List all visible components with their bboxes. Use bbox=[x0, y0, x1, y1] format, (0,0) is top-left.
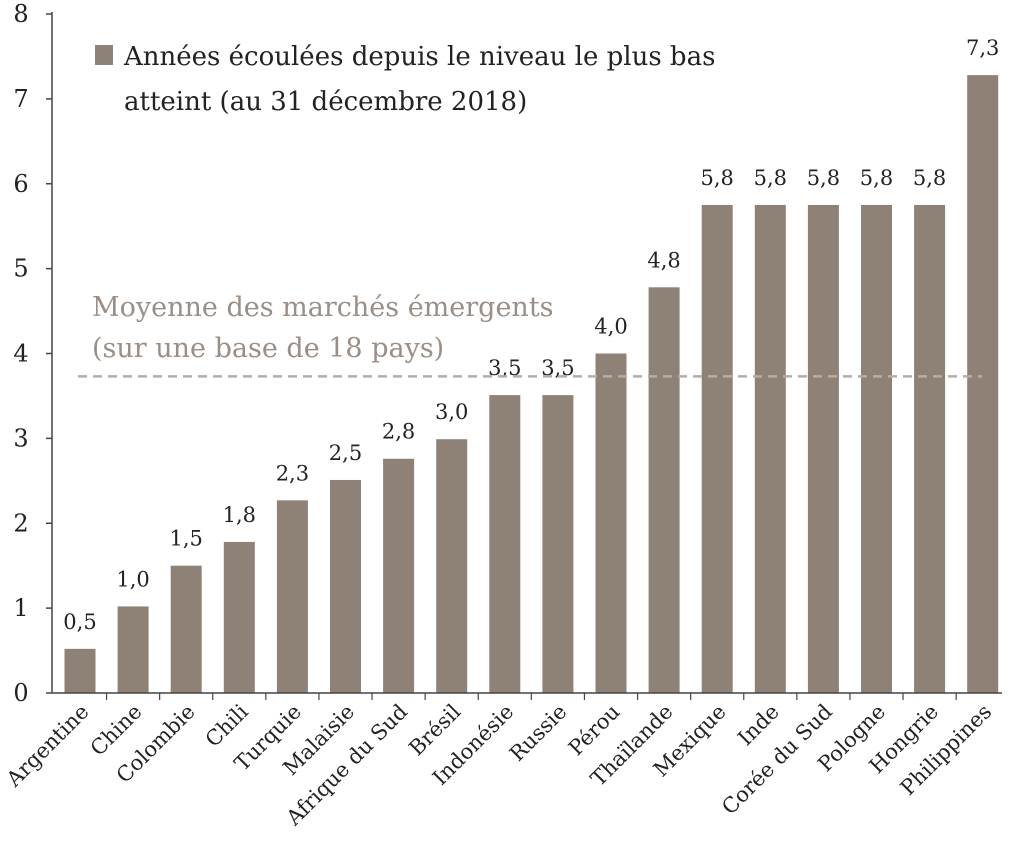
y-tick-label: 8 bbox=[13, 0, 28, 28]
y-tick-label: 5 bbox=[13, 255, 28, 283]
value-label: 4,0 bbox=[594, 315, 627, 339]
value-label: 5,8 bbox=[860, 166, 893, 190]
bar bbox=[861, 204, 892, 693]
legend-label-line1: Années écoulées depuis le niveau le plus… bbox=[123, 42, 715, 72]
y-tick-label: 1 bbox=[13, 594, 28, 622]
value-label: 1,8 bbox=[223, 503, 256, 527]
average-label-line2: (sur une base de 18 pays) bbox=[92, 333, 444, 364]
value-label: 4,8 bbox=[647, 248, 680, 272]
bar bbox=[542, 395, 574, 693]
legend: Années écoulées depuis le niveau le plus… bbox=[95, 42, 715, 117]
bar bbox=[330, 479, 361, 693]
bar bbox=[170, 565, 202, 693]
average-reference: Moyenne des marchés émergents (sur une b… bbox=[78, 292, 982, 378]
bar bbox=[276, 500, 308, 693]
bar bbox=[967, 75, 999, 694]
bar bbox=[117, 606, 149, 693]
bar bbox=[436, 439, 468, 693]
value-label: 0,5 bbox=[63, 610, 96, 634]
bar bbox=[383, 458, 415, 693]
legend-swatch bbox=[95, 45, 113, 65]
y-tick-label: 2 bbox=[13, 509, 28, 537]
x-tick-label: Russie bbox=[505, 700, 572, 767]
bar bbox=[489, 395, 521, 693]
bar bbox=[648, 287, 680, 693]
y-axis: 0 1 2 3 4 5 6 7 8 bbox=[13, 0, 53, 707]
y-tick-label: 6 bbox=[13, 170, 28, 198]
y-tick-label: 3 bbox=[13, 424, 28, 452]
value-label: 5,8 bbox=[913, 166, 946, 190]
bar bbox=[595, 353, 627, 693]
average-label-line1: Moyenne des marchés émergents bbox=[92, 292, 554, 323]
value-label: 1,0 bbox=[116, 567, 149, 591]
value-label: 5,8 bbox=[807, 166, 840, 190]
value-label: 7,3 bbox=[966, 36, 999, 60]
bar bbox=[807, 204, 839, 693]
bar bbox=[701, 204, 733, 693]
y-tick-label: 0 bbox=[13, 679, 28, 707]
bar bbox=[914, 204, 946, 693]
value-label: 3,0 bbox=[435, 400, 468, 424]
x-tick-label: Argentine bbox=[1, 700, 93, 792]
value-label: 2,3 bbox=[276, 461, 309, 485]
value-label: 5,8 bbox=[754, 166, 787, 190]
legend-label-line2: atteint (au 31 décembre 2018) bbox=[124, 87, 527, 117]
bar bbox=[64, 648, 96, 693]
y-tick-label: 4 bbox=[13, 340, 28, 368]
bar bbox=[754, 204, 786, 693]
y-tick-label: 7 bbox=[13, 85, 28, 113]
bars bbox=[64, 75, 999, 694]
value-label: 2,8 bbox=[382, 420, 415, 444]
value-label: 2,5 bbox=[329, 441, 362, 465]
value-label: 1,5 bbox=[169, 527, 202, 551]
value-label: 5,8 bbox=[700, 166, 733, 190]
bar bbox=[223, 541, 255, 693]
